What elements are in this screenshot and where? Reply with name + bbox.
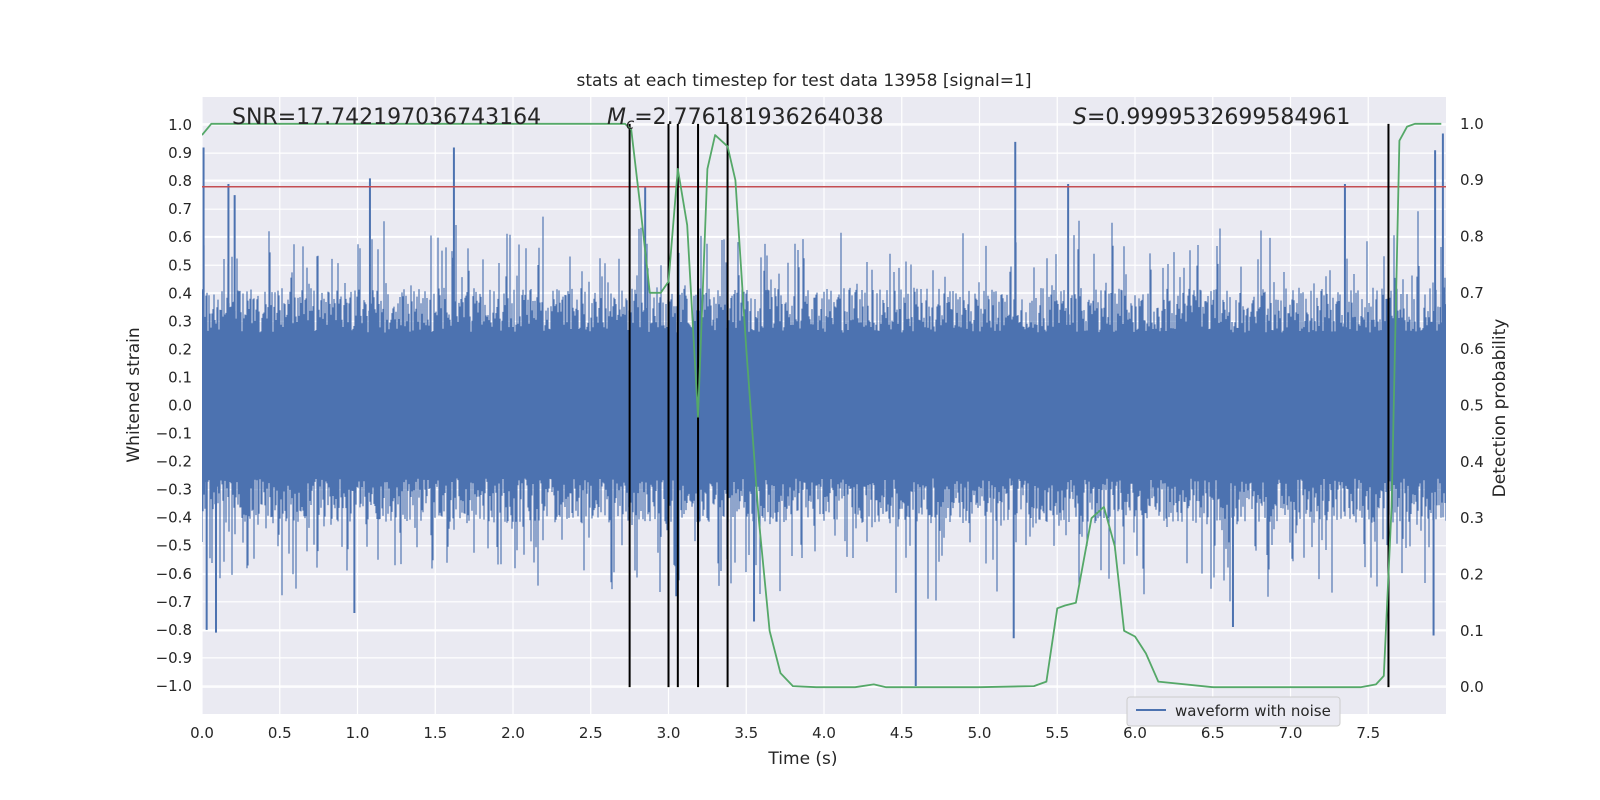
- y-tick-label: 0.7: [168, 200, 192, 218]
- x-tick-label: 4.5: [890, 724, 914, 742]
- y-tick-label: 0.8: [168, 172, 192, 190]
- y-tick-label: −0.1: [156, 425, 192, 443]
- y2-tick-label: 0.7: [1460, 284, 1484, 302]
- x-tick-label: 7.5: [1356, 724, 1380, 742]
- x-tick-label: 0.0: [190, 724, 214, 742]
- y-tick-label: −0.3: [156, 481, 192, 499]
- y-tick-label: 0.9: [168, 144, 192, 162]
- x-tick-label: 7.0: [1279, 724, 1303, 742]
- y-tick-label: −0.9: [156, 649, 192, 667]
- x-tick-label: 5.0: [968, 724, 992, 742]
- y2-tick-label: 0.2: [1460, 566, 1484, 584]
- y2-tick-label: 0.6: [1460, 340, 1484, 358]
- y-tick-label: −1.0: [156, 677, 192, 695]
- y-tick-label: 0.6: [168, 228, 192, 246]
- y-axis-ticks: 1.0 0.9 0.8 0.7 0.6 0.5 0.4 0.3 0.2 0.1 0.0 −0.1 −0.…: [156, 116, 192, 695]
- waveform-spikes: [202, 133, 1444, 686]
- y-tick-label: 1.0: [168, 116, 192, 134]
- y-tick-label: −0.5: [156, 537, 192, 555]
- x-tick-label: 0.5: [268, 724, 292, 742]
- snr-annotation: SNR=17.742197036743164: [232, 105, 541, 130]
- y2-axis-label: Detection probability: [1490, 319, 1510, 498]
- y-tick-label: −0.8: [156, 621, 192, 639]
- x-tick-label: 3.5: [734, 724, 758, 742]
- y-axis-label: Whitened strain: [124, 327, 144, 462]
- mc-subscript: c: [626, 115, 635, 133]
- x-tick-label: 1.0: [346, 724, 370, 742]
- chart-title: stats at each timestep for test data 139…: [577, 71, 1032, 91]
- y-tick-label: −0.6: [156, 565, 192, 583]
- x-tick-label: 2.5: [579, 724, 603, 742]
- y2-tick-label: 0.8: [1460, 227, 1484, 245]
- y2-tick-label: 0.9: [1460, 171, 1484, 189]
- detection-probability-line: [202, 122, 1442, 689]
- y2-tick-label: 0.4: [1460, 453, 1484, 471]
- x-tick-label: 3.0: [657, 724, 681, 742]
- x-tick-label: 6.5: [1201, 724, 1225, 742]
- x-tick-label: 2.0: [501, 724, 525, 742]
- mc-value: =2.776181936264038: [634, 105, 883, 130]
- mc-symbol: M: [607, 105, 626, 130]
- x-axis-label: Time (s): [767, 749, 837, 769]
- y-tick-label: 0.4: [168, 284, 192, 302]
- x-tick-label: 6.0: [1123, 724, 1147, 742]
- y2-tick-label: 1.0: [1460, 115, 1484, 133]
- legend-box: [1126, 696, 1341, 727]
- y-tick-label: 0.0: [168, 397, 192, 415]
- legend: waveform with noise: [1126, 696, 1341, 727]
- x-tick-label: 5.5: [1045, 724, 1069, 742]
- y2-tick-label: 0.5: [1460, 397, 1484, 415]
- y2-axis-ticks: 1.0 0.9 0.8 0.7 0.6 0.5 0.4 0.3 0.2 0.1 0.0: [1460, 115, 1484, 696]
- y-tick-label: 0.5: [168, 256, 192, 274]
- y-tick-label: −0.7: [156, 593, 192, 611]
- y-tick-label: −0.2: [156, 453, 192, 471]
- legend-label: waveform with noise: [1175, 702, 1331, 720]
- chirp-mass-annotation: Mc=2.776181936264038: [607, 105, 884, 133]
- x-axis-ticks: 0.0 0.5 1.0 1.5 2.0 2.5 3.0 3.5 4.0 4.5 5.0 5.5 6.0 6…: [190, 724, 1380, 742]
- s-value: =0.9999532699584961: [1087, 105, 1350, 130]
- y2-tick-label: 0.3: [1460, 509, 1484, 527]
- y-tick-label: 0.3: [168, 312, 192, 330]
- x-tick-label: 4.0: [812, 724, 836, 742]
- score-annotation: S=0.9999532699584961: [1073, 105, 1350, 130]
- s-symbol: S: [1073, 105, 1087, 130]
- y-tick-label: 0.1: [168, 368, 192, 386]
- y2-tick-label: 0.1: [1460, 622, 1484, 640]
- y-tick-label: −0.4: [156, 509, 192, 527]
- y-tick-label: 0.2: [168, 340, 192, 358]
- y2-tick-label: 0.0: [1460, 678, 1484, 696]
- x-tick-label: 1.5: [423, 724, 447, 742]
- waveform-body: [202, 211, 1446, 602]
